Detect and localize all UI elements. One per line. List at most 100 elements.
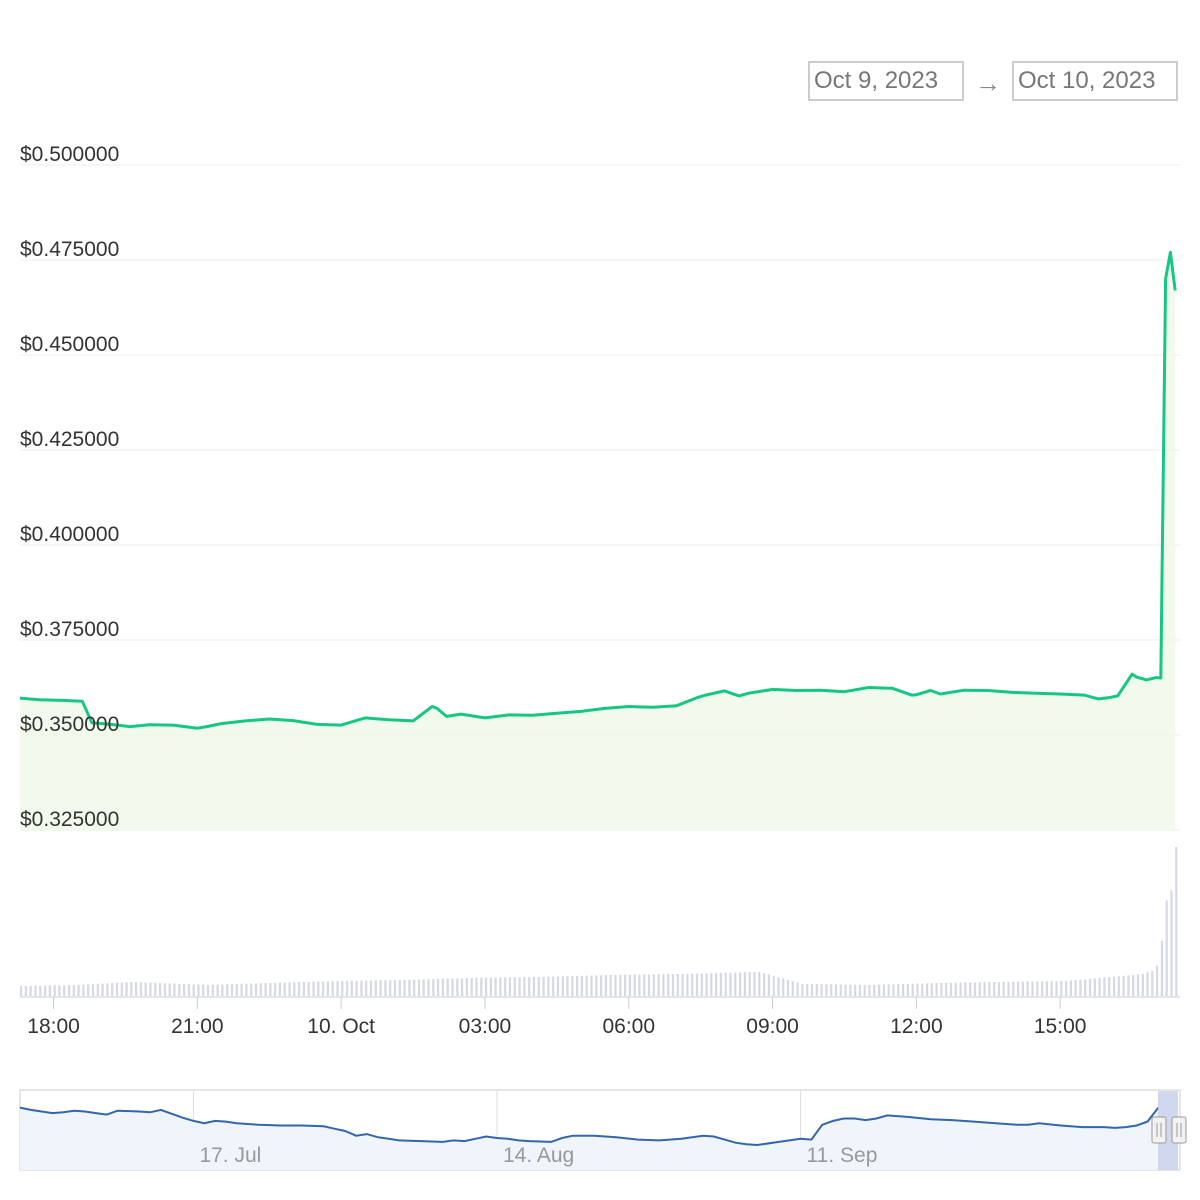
volume-bar	[595, 975, 598, 996]
volume-bar	[988, 982, 991, 996]
navigator-handle-right[interactable]	[1171, 1116, 1187, 1144]
price-area-fill	[20, 252, 1176, 830]
volume-bar	[96, 983, 99, 996]
volume-bar	[29, 985, 32, 996]
volume-bar	[897, 984, 900, 996]
navigator[interactable]: 17. Jul 14. Aug 11. Sep	[19, 1089, 1187, 1171]
volume-bar	[432, 979, 435, 996]
navigator-tick-label: 17. Jul	[199, 1144, 261, 1167]
volume-bar	[887, 984, 890, 996]
y-tick-label: $0.400000	[20, 523, 119, 546]
volume-bar	[87, 984, 90, 996]
volume-bar	[451, 978, 454, 996]
volume-bar	[671, 974, 675, 996]
volume-bar	[949, 982, 953, 996]
volume-bars	[20, 847, 1178, 996]
volume-bar	[1055, 981, 1058, 996]
volume-bar	[115, 982, 119, 996]
volume-bar	[758, 971, 761, 996]
volume-bar	[72, 985, 75, 996]
volume-bar	[585, 975, 588, 996]
volume-bar	[791, 981, 794, 996]
volume-bar	[921, 983, 924, 996]
volume-bar	[547, 976, 550, 996]
volume-bar	[230, 984, 234, 996]
volume-bar	[1108, 977, 1111, 996]
volume-bar	[183, 984, 186, 996]
volume-bar	[849, 984, 852, 996]
volume-bar	[556, 976, 560, 996]
volume-bar	[1021, 981, 1024, 996]
volume-bar	[700, 973, 703, 996]
volume-bar	[902, 984, 905, 996]
volume-bar	[657, 974, 660, 996]
volume-bar	[1112, 976, 1116, 996]
volume-bar	[461, 978, 464, 996]
navigator-selection[interactable]	[1158, 1091, 1178, 1170]
volume-bar	[873, 984, 876, 996]
volume-bar	[398, 980, 401, 996]
volume-bar	[743, 972, 746, 996]
volume-bar	[1098, 978, 1101, 996]
volume-bar	[350, 980, 353, 996]
volume-bar	[125, 982, 128, 996]
volume-bar	[993, 982, 996, 996]
volume-bar	[192, 984, 195, 996]
volume-bar	[379, 980, 382, 996]
range-from-input[interactable]: Oct 9, 2023	[808, 61, 964, 101]
volume-bar	[77, 984, 80, 996]
volume-bar	[312, 981, 315, 996]
volume-bar	[1170, 890, 1173, 996]
volume-bar	[782, 978, 785, 996]
volume-bar	[1165, 900, 1168, 996]
volume-bar	[628, 974, 631, 996]
volume-bar	[734, 972, 737, 996]
volume-bar	[691, 973, 694, 996]
volume-bar	[149, 982, 152, 996]
volume-bar	[159, 983, 162, 996]
volume-bar	[106, 983, 109, 996]
volume-bar	[1156, 965, 1159, 996]
volume-bar	[101, 983, 104, 996]
volume-bar	[250, 983, 253, 996]
volume-bar	[120, 982, 123, 996]
volume-bar	[39, 985, 42, 996]
navigator-handle-left[interactable]	[1151, 1116, 1167, 1144]
volume-bar	[1151, 970, 1154, 996]
volume-bar	[868, 984, 871, 996]
volume-bar	[676, 974, 679, 996]
range-to-input[interactable]: Oct 10, 2023	[1012, 61, 1178, 101]
y-tick-label: $0.375000	[20, 618, 119, 641]
volume-bar	[830, 984, 833, 996]
volume-bar	[240, 983, 243, 996]
volume-bar	[983, 982, 986, 996]
volume-bar	[719, 972, 722, 996]
navigator-tick-label: 14. Aug	[503, 1144, 574, 1167]
volume-bar	[825, 984, 828, 996]
volume-bar	[369, 980, 373, 996]
volume-bar	[1041, 981, 1044, 996]
volume-bar	[1002, 981, 1005, 996]
volume-bar	[173, 983, 176, 996]
volume-bar	[317, 981, 320, 996]
volume-bar	[1093, 978, 1096, 996]
volume-bar	[614, 974, 617, 996]
volume-bar	[542, 976, 545, 996]
volume-bar	[806, 984, 809, 996]
volume-bar	[331, 981, 334, 996]
volume-bar	[494, 977, 497, 996]
volume-bar	[705, 973, 708, 996]
volume-bar	[796, 982, 799, 996]
volume-bar	[945, 982, 948, 996]
volume-bar	[274, 982, 277, 996]
volume-bar	[360, 980, 363, 996]
volume-bar	[892, 984, 895, 996]
navigator-tick-label: 11. Sep	[807, 1144, 878, 1167]
volume-bar	[456, 978, 459, 996]
volume-bar	[633, 974, 636, 996]
volume-bar	[235, 984, 238, 996]
volume-bar	[293, 982, 296, 996]
volume-bar	[978, 982, 981, 996]
volume-bar	[1160, 940, 1163, 996]
